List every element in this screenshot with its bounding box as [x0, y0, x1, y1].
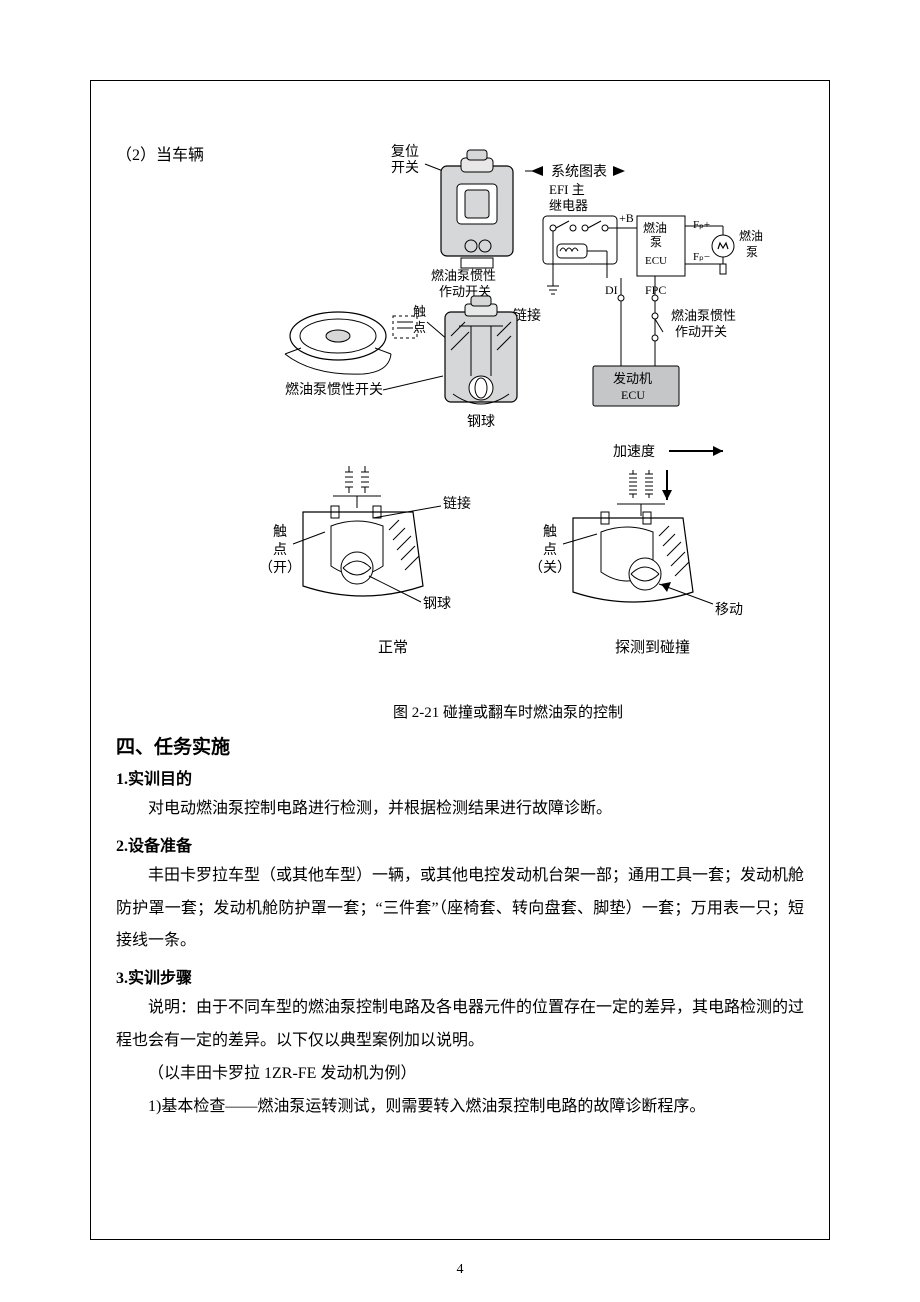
svg-text:+B: +B: [619, 211, 634, 225]
svg-text:钢球: 钢球: [423, 596, 451, 612]
content-border: （2）当车辆 复位 开关: [90, 80, 830, 1240]
svg-text:（开）: （开）: [259, 560, 301, 576]
svg-text:燃油泵惯性: 燃油泵惯性: [671, 308, 736, 323]
figure-2-21: 复位 开关: [212, 136, 804, 728]
svg-text:EFI 主: EFI 主: [549, 182, 585, 197]
svg-text:移动: 移动: [715, 602, 743, 618]
svg-text:DI: DI: [605, 283, 618, 297]
svg-text:燃油: 燃油: [643, 220, 667, 235]
svg-text:Fₚ+: Fₚ+: [693, 219, 710, 231]
s2-p1: 丰田卡罗拉车型（或其他车型）一辆，或其他电控发动机台架一部；通用工具一套；发动机…: [116, 860, 804, 958]
svg-text:点: 点: [273, 542, 287, 558]
svg-text:ECU: ECU: [645, 255, 667, 267]
svg-text:（关）: （关）: [529, 560, 571, 576]
svg-text:触: 触: [543, 524, 557, 540]
svg-text:加速度: 加速度: [613, 444, 655, 460]
s3-p2: （以丰田卡罗拉 1ZR-FE 发动机为例）: [116, 1058, 804, 1091]
s3-p1: 说明：由于不同车型的燃油泵控制电路及各电器元件的位置存在一定的差异，其电路检测的…: [116, 992, 804, 1058]
svg-text:钢球: 钢球: [467, 414, 495, 430]
svg-text:燃油泵惯性: 燃油泵惯性: [431, 268, 496, 283]
s1-p1: 对电动燃油泵控制电路进行检测，并根据检测结果进行故障诊断。: [116, 793, 804, 826]
svg-text:开关: 开关: [391, 160, 419, 176]
svg-text:链接: 链接: [443, 495, 471, 512]
svg-text:泵: 泵: [650, 235, 662, 249]
page-number: 4: [0, 1262, 920, 1278]
svg-text:点: 点: [413, 320, 426, 335]
svg-text:探测到碰撞: 探测到碰撞: [615, 638, 690, 656]
svg-text:正常: 正常: [378, 639, 408, 656]
subheading-2: 2.设备准备: [116, 832, 804, 856]
svg-text:触: 触: [413, 304, 426, 319]
svg-text:继电器: 继电器: [549, 198, 588, 213]
subheading-1: 1.实训目的: [116, 765, 804, 789]
svg-text:系统图表: 系统图表: [551, 164, 607, 180]
svg-text:作动开关: 作动开关: [675, 324, 727, 339]
svg-text:泵: 泵: [746, 245, 758, 259]
subheading-3: 3.实训步骤: [116, 964, 804, 988]
svg-text:燃油: 燃油: [739, 228, 763, 243]
svg-text:复位: 复位: [391, 143, 419, 160]
svg-text:触: 触: [273, 524, 287, 540]
svg-text:ECU: ECU: [621, 388, 645, 402]
s3-p3: 1)基本检查——燃油泵运转测试，则需要转入燃油泵控制电路的故障诊断程序。: [116, 1091, 804, 1124]
figure-svg: 复位 开关: [213, 136, 803, 666]
svg-text:Fₚ−: Fₚ−: [693, 251, 710, 263]
svg-text:发动机: 发动机: [613, 371, 652, 386]
intro-label: （2）当车辆: [116, 136, 204, 168]
figure-caption: 图 2-21 碰撞或翻车时燃油泵的控制: [393, 701, 623, 722]
section-heading-4: 四、任务实施: [116, 732, 804, 759]
svg-text:燃油泵惯性开关: 燃油泵惯性开关: [285, 381, 383, 398]
svg-text:点: 点: [543, 542, 557, 558]
